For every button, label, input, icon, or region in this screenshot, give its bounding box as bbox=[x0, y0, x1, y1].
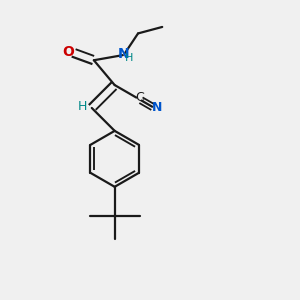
Text: N: N bbox=[152, 100, 162, 114]
Text: C: C bbox=[136, 91, 144, 104]
Text: H: H bbox=[78, 100, 87, 113]
Text: H: H bbox=[125, 53, 134, 63]
Text: N: N bbox=[118, 47, 130, 61]
Text: O: O bbox=[62, 44, 74, 58]
